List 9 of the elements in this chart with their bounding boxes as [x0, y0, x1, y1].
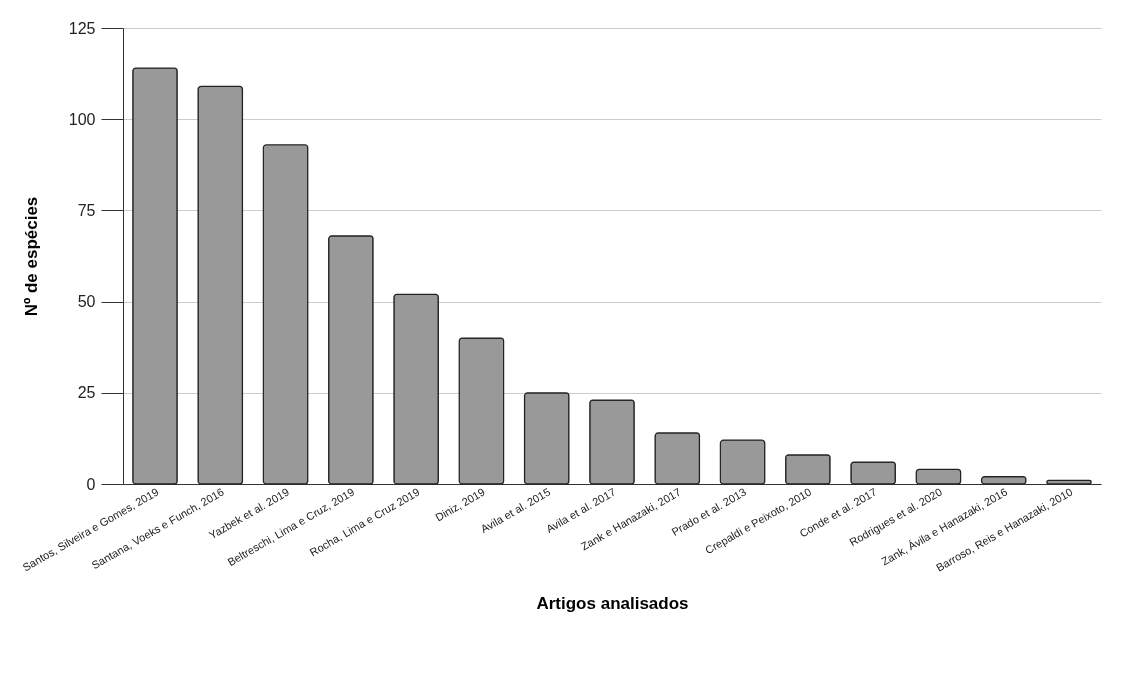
x-tick-label: Diniz, 2019	[433, 485, 487, 524]
y-tick-label: 25	[77, 384, 96, 402]
y-tick-label: 50	[77, 293, 96, 311]
x-axis-title: Artigos analisados	[536, 593, 689, 613]
y-tick-label: 75	[77, 201, 96, 219]
y-tick-label: 0	[86, 475, 96, 493]
y-axis-title: Nº de espécies	[21, 196, 41, 317]
y-tick-label: 125	[68, 19, 96, 37]
y-tick-label: 100	[68, 110, 96, 128]
